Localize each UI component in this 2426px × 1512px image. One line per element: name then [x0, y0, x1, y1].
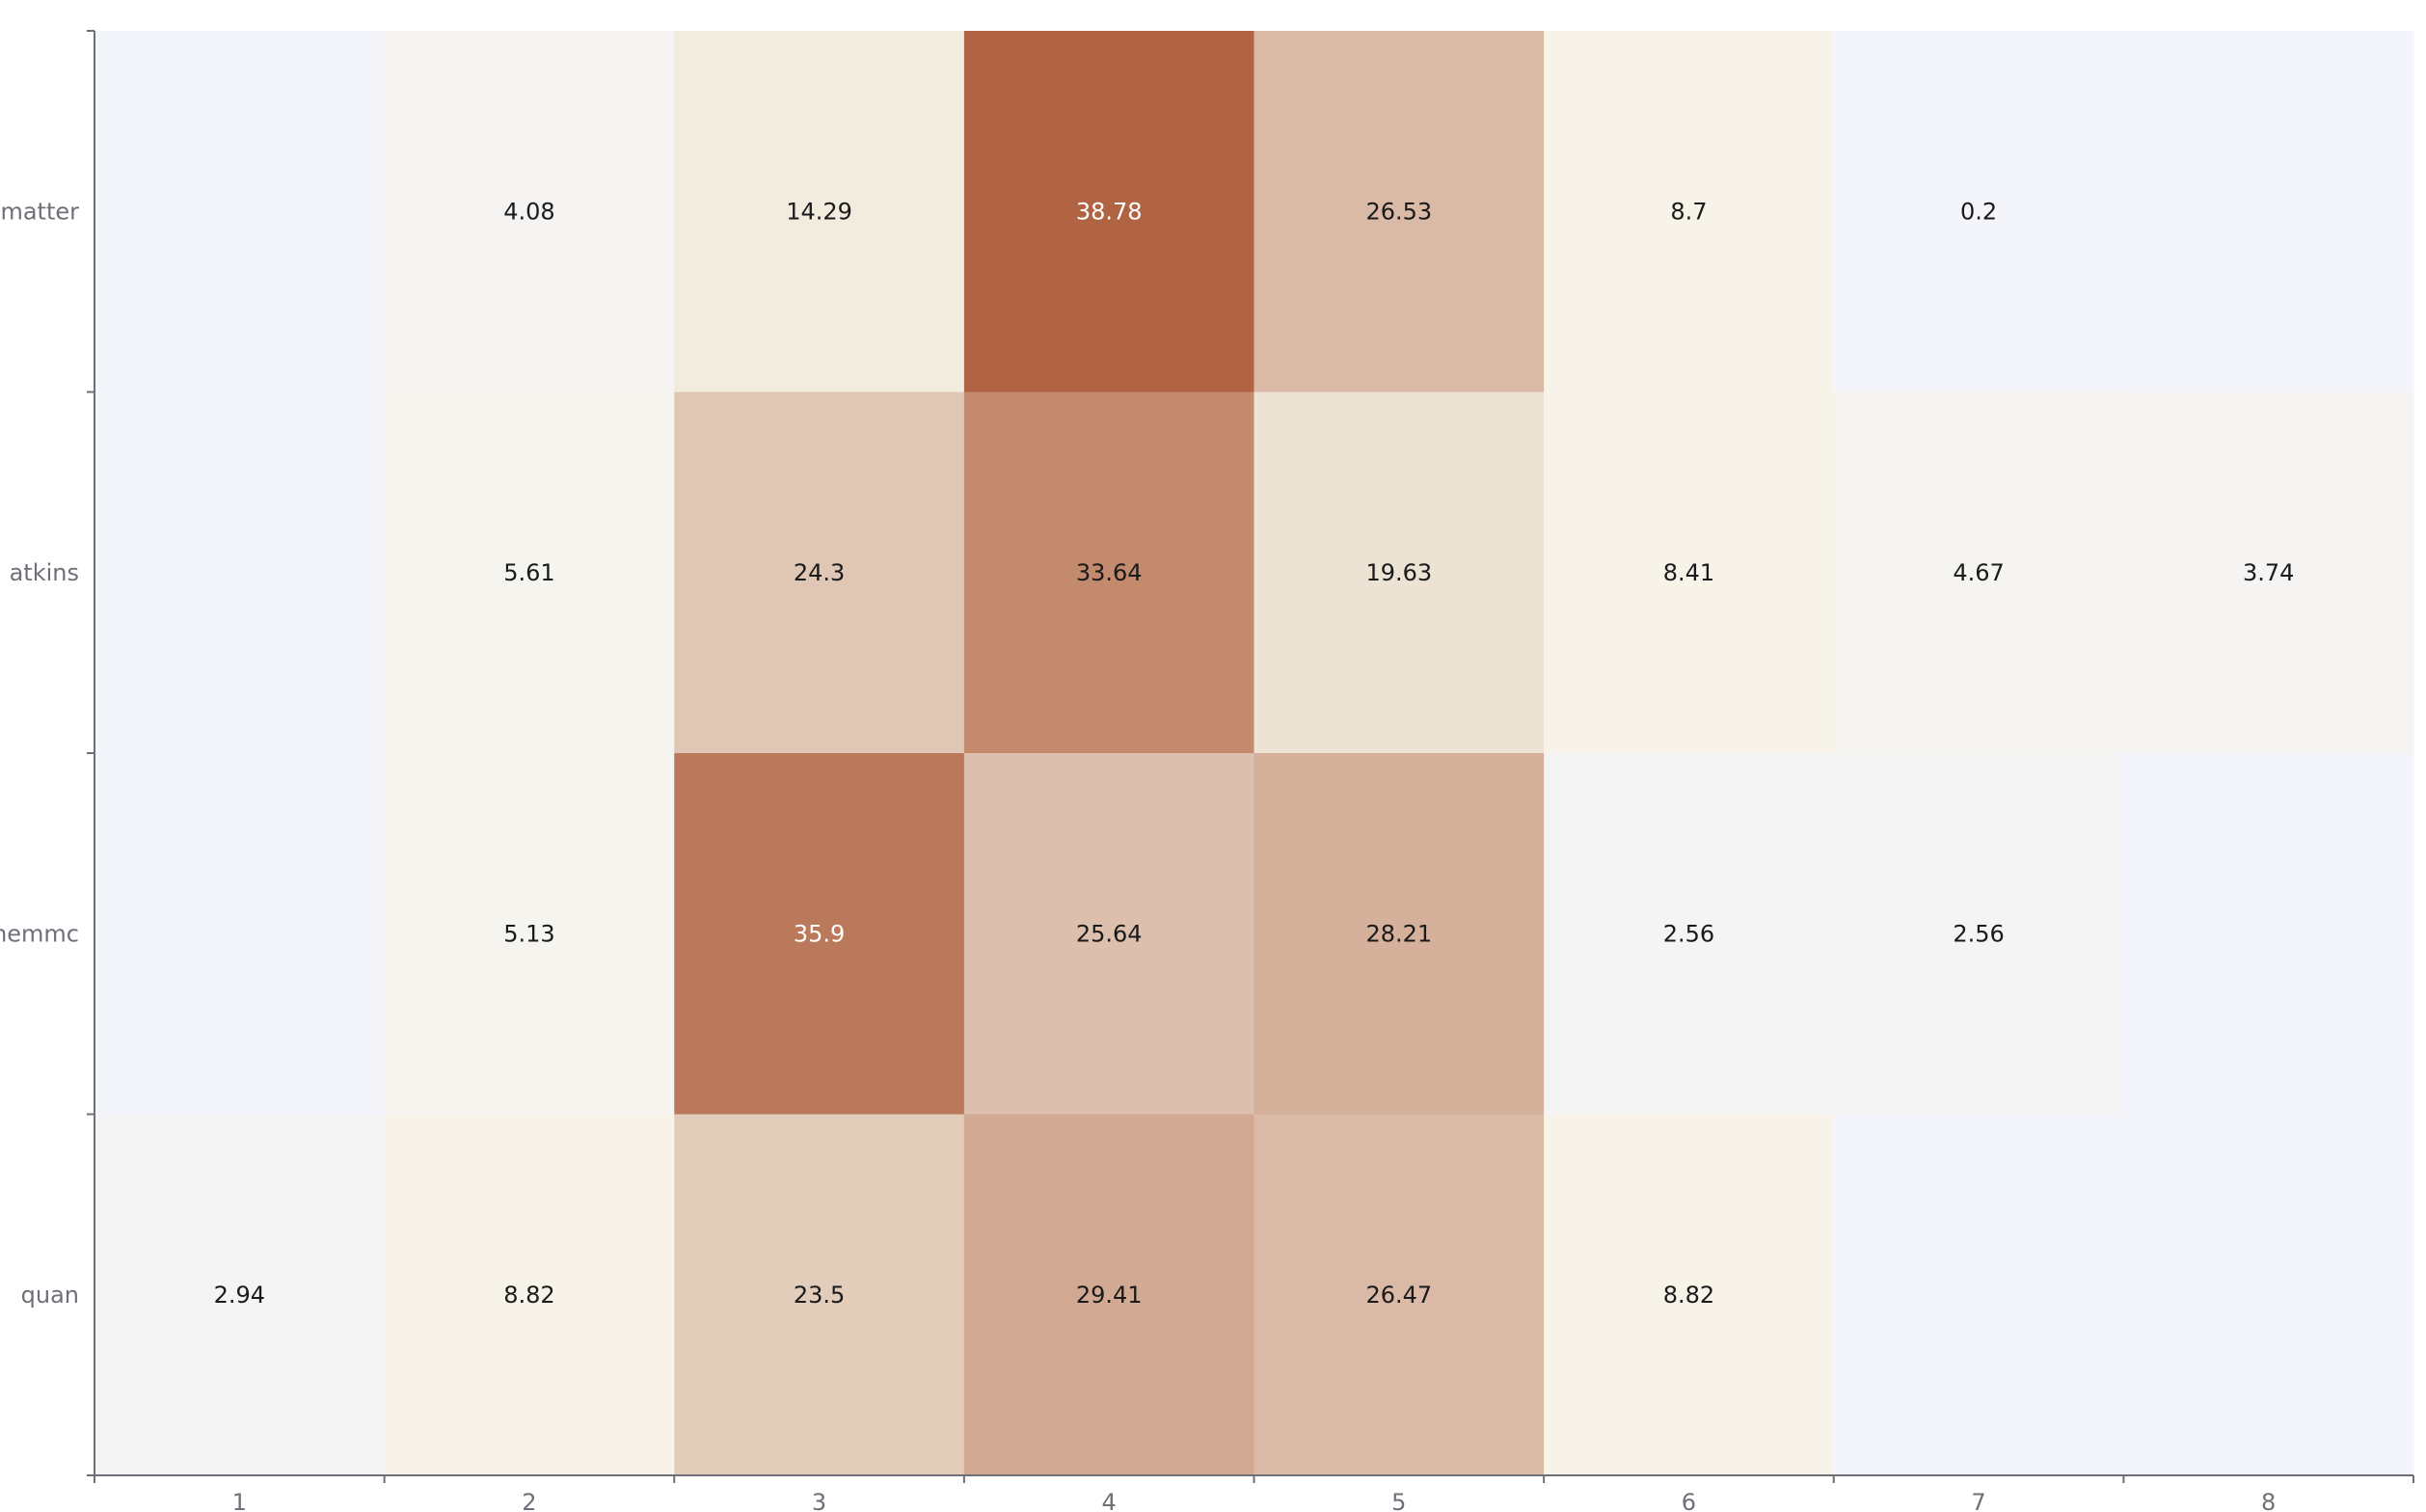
heatmap-cell — [1544, 753, 1835, 1115]
cell-value-label: 3.74 — [2243, 559, 2294, 586]
heatmap-cell — [963, 1114, 1254, 1476]
heatmap-cell — [94, 753, 386, 1115]
heatmap-cell — [1833, 1114, 2124, 1476]
cell-labels-layer: 4.08 14.29 38.78 26.53 8.7 0.2 5.61 24.3 33.64 19… — [214, 198, 2295, 1309]
heatmap-cell — [1253, 392, 1545, 754]
cell-value-label: 2.94 — [214, 1282, 265, 1309]
heatmap-cell — [384, 1114, 675, 1476]
heatmap-cell — [94, 1114, 386, 1476]
x-axis-tick-label: 4 — [1102, 1489, 1117, 1512]
y-axis-tick-label: chemmc — [0, 920, 79, 947]
x-axis-tick-label: 7 — [1971, 1489, 1985, 1512]
cell-value-label: 26.47 — [1365, 1282, 1432, 1309]
cell-value-label: 5.61 — [503, 559, 554, 586]
cell-value-label: 25.64 — [1076, 920, 1143, 947]
cell-value-label: 28.21 — [1365, 920, 1432, 947]
heatmap-cell — [94, 31, 386, 392]
heatmap-cell — [1544, 1114, 1835, 1476]
cell-value-label: 2.56 — [1953, 920, 2004, 947]
heatmap-cell — [1833, 31, 2124, 392]
x-axis-tick-label: 1 — [232, 1489, 247, 1512]
y-axis-tick-label: quan — [21, 1282, 79, 1309]
heatmap-cell — [674, 1114, 965, 1476]
heatmap-cell — [963, 753, 1254, 1115]
cell-value-label: 29.41 — [1076, 1282, 1143, 1309]
x-axis-tick-label: 2 — [522, 1489, 536, 1512]
cell-value-label: 23.5 — [794, 1282, 845, 1309]
x-axis-tick-label: 5 — [1391, 1489, 1406, 1512]
heatmap-cell — [1833, 753, 2124, 1115]
heatmap-cell — [384, 31, 675, 392]
heatmap-cell — [1253, 1114, 1545, 1476]
heatmap-cell — [1544, 31, 1835, 392]
heatmap-cell — [674, 392, 965, 754]
cell-value-label: 24.3 — [794, 559, 845, 586]
heatmap-cell — [674, 753, 965, 1115]
cell-value-label: 5.13 — [503, 920, 554, 947]
heatmap-cell — [1253, 753, 1545, 1115]
cell-value-label: 14.29 — [786, 198, 852, 225]
cell-value-label: 19.63 — [1365, 559, 1432, 586]
cell-value-label: 2.56 — [1663, 920, 1714, 947]
cell-value-label: 33.64 — [1076, 559, 1143, 586]
x-axis-tick-label: 8 — [2261, 1489, 2276, 1512]
y-axis-tick-label: matter — [0, 198, 79, 225]
cell-value-label: 26.53 — [1365, 198, 1432, 225]
cells-layer — [94, 31, 2414, 1476]
heatmap-cell — [2123, 31, 2414, 392]
heatmap-cell — [2123, 753, 2414, 1115]
cell-value-label: 8.82 — [503, 1282, 554, 1309]
heatmap-cell — [1253, 31, 1545, 392]
heatmap-cell — [963, 392, 1254, 754]
cell-value-label: 8.7 — [1670, 198, 1707, 225]
cell-value-label: 8.41 — [1663, 559, 1714, 586]
cell-value-label: 0.2 — [1960, 198, 1997, 225]
x-axis-tick-label: 3 — [812, 1489, 826, 1512]
heatmap-cell — [1544, 392, 1835, 754]
heatmap-cell — [2123, 1114, 2414, 1476]
heatmap-cell — [94, 392, 386, 754]
heatmap-cell — [1833, 392, 2124, 754]
heatmap-cell — [384, 753, 675, 1115]
cell-value-label: 4.67 — [1953, 559, 2004, 586]
cell-value-label: 38.78 — [1076, 198, 1143, 225]
heatmap-cell — [384, 392, 675, 754]
cell-value-label: 8.82 — [1663, 1282, 1714, 1309]
cell-value-label: 4.08 — [503, 198, 554, 225]
cell-value-label: 35.9 — [794, 920, 845, 947]
axes-layer: matter atkins chemmc quan 1 2 3 4 5 6 7 8 — [0, 30, 2414, 1512]
heatmap-cell — [963, 31, 1254, 392]
x-axis-tick-label: 6 — [1682, 1489, 1696, 1512]
heatmap-cell — [2123, 392, 2414, 754]
heatmap-cell — [674, 31, 965, 392]
y-axis-tick-label: atkins — [10, 559, 79, 586]
